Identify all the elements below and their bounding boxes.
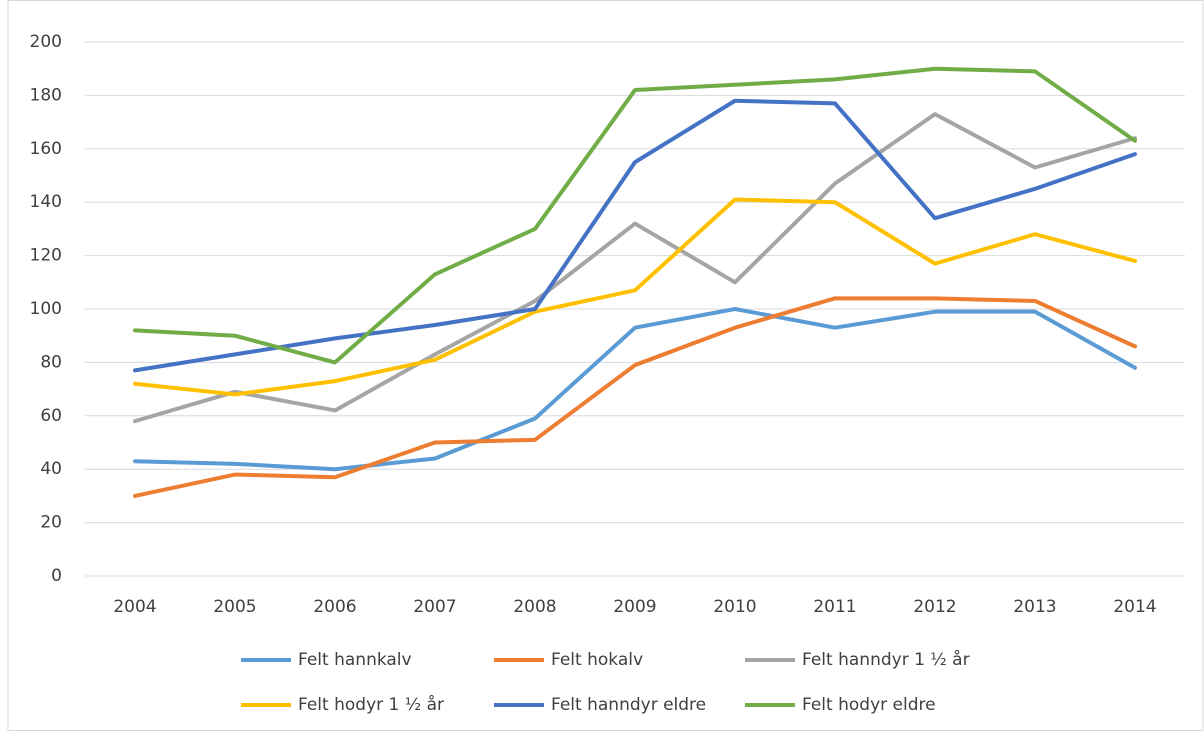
x-tick-label: 2009 [613, 597, 656, 617]
y-tick-label: 200 [30, 32, 62, 52]
y-tick-label: 100 [30, 299, 62, 319]
legend-label: Felt hodyr 1 ½ år [298, 694, 444, 715]
y-tick-label: 40 [40, 459, 62, 479]
y-tick-label: 0 [51, 566, 62, 586]
series-line [133, 197, 1137, 397]
x-tick-label: 2010 [713, 597, 756, 617]
x-tick-label: 2004 [113, 597, 156, 617]
x-tick-label: 2014 [1113, 597, 1156, 617]
x-tick-label: 2008 [513, 597, 556, 617]
y-tick-label: 60 [40, 406, 62, 426]
x-tick-label: 2005 [213, 597, 256, 617]
series-line [133, 296, 1137, 498]
x-tick-label: 2013 [1013, 597, 1056, 617]
y-tick-label: 160 [30, 139, 62, 159]
y-tick-label: 80 [40, 352, 62, 372]
x-tick-label: 2012 [913, 597, 956, 617]
y-tick-label: 120 [30, 246, 62, 266]
y-tick-label: 180 [30, 85, 62, 105]
legend-label: Felt hodyr eldre [802, 695, 936, 715]
legend-label: Felt hanndyr 1 ½ år [802, 649, 970, 670]
legend-label: Felt hanndyr eldre [551, 695, 706, 715]
x-tick-label: 2011 [813, 597, 856, 617]
y-tick-label: 20 [40, 513, 62, 533]
series-line [133, 112, 1137, 424]
legend-label: Felt hannkalv [298, 650, 412, 670]
series-line [133, 307, 1137, 472]
x-tick-label: 2006 [313, 597, 356, 617]
series-line [133, 98, 1137, 373]
legend-label: Felt hokalv [551, 650, 643, 670]
chart-frame [7, 0, 1204, 731]
series-line [133, 66, 1137, 365]
y-tick-label: 140 [30, 192, 62, 212]
x-tick-label: 2007 [413, 597, 456, 617]
